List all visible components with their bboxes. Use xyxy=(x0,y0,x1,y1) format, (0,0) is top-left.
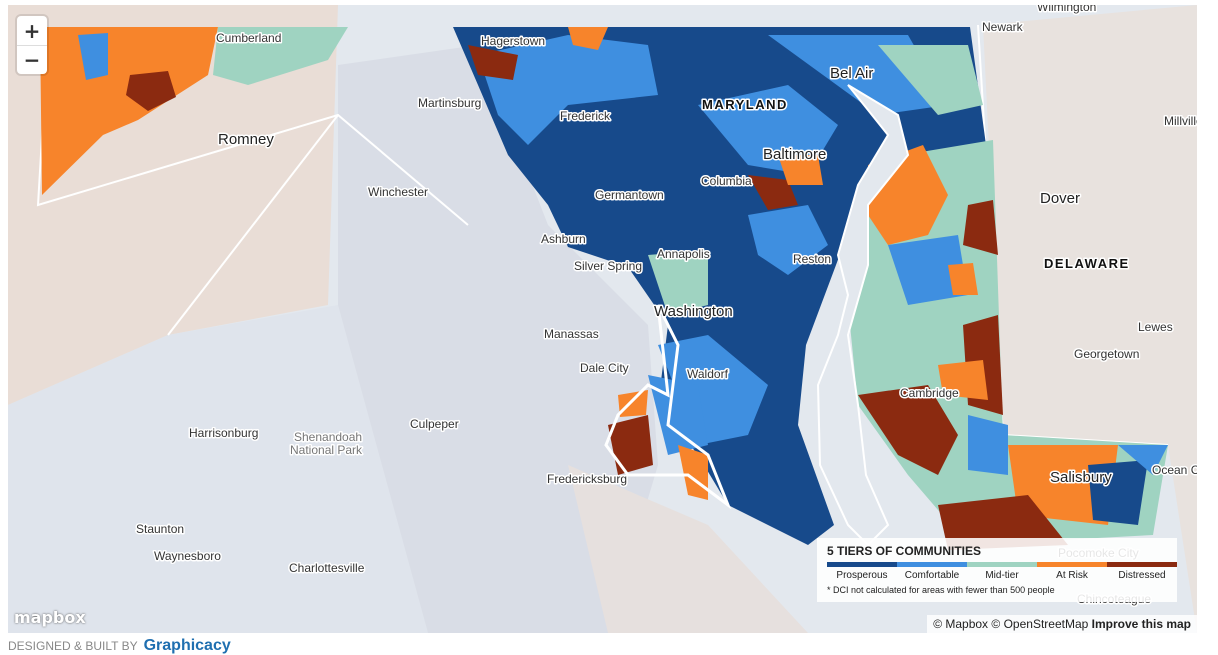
place-label: Bel Air xyxy=(830,65,873,82)
place-label: Newark xyxy=(982,20,1024,34)
place-label: Hagerstown xyxy=(481,34,545,48)
zoom-control: + − xyxy=(17,16,47,74)
place-label: Manassas xyxy=(544,327,599,341)
place-label: Romney xyxy=(218,131,274,148)
place-label: Culpeper xyxy=(410,417,459,431)
place-label: Fredericksburg xyxy=(547,472,627,486)
place-label: Dale City xyxy=(580,361,629,375)
place-label: MARYLAND xyxy=(702,97,788,112)
place-label: Reston xyxy=(793,252,831,266)
mapbox-logo[interactable]: mapbox xyxy=(14,608,86,627)
place-label: Winchester xyxy=(368,185,428,199)
improve-map-link[interactable]: Improve this map xyxy=(1091,617,1191,631)
place-label: Salisbury xyxy=(1050,469,1112,486)
attribution-mapbox[interactable]: © Mapbox xyxy=(933,617,989,631)
place-label: Martinsburg xyxy=(418,96,481,110)
place-label: Harrisonburg xyxy=(189,426,258,440)
place-label: Lewes xyxy=(1138,320,1173,334)
place-label: Cumberland xyxy=(216,31,281,45)
place-label: Dover xyxy=(1040,190,1080,207)
attribution: © Mapbox © OpenStreetMap Improve this ma… xyxy=(927,615,1197,633)
place-label: Germantown xyxy=(595,188,664,202)
zoom-out-button[interactable]: − xyxy=(17,45,47,74)
attribution-osm[interactable]: © OpenStreetMap xyxy=(991,617,1089,631)
footer-brand[interactable]: Graphicacy xyxy=(143,637,231,654)
place-label: Annapolis xyxy=(657,247,710,261)
place-label: Frederick xyxy=(560,109,611,123)
place-label: Cambridge xyxy=(900,386,959,400)
tier-areas xyxy=(40,27,1168,550)
legend-note: * DCI not calculated for areas with fewe… xyxy=(827,585,1055,595)
place-label: Millville xyxy=(1164,114,1197,128)
footer: DESIGNED & BUILT BY Graphicacy xyxy=(8,637,231,655)
legend-tier: Prosperous xyxy=(827,562,897,581)
map: Wilmington Newark Cumberland Hagerstown Bel … xyxy=(8,5,1197,633)
place-label: Waynesboro xyxy=(154,549,221,563)
place-label: Wilmington xyxy=(1037,5,1096,14)
place-label: Silver Spring xyxy=(574,259,642,273)
place-label: Charlottesville xyxy=(289,561,365,575)
place-label: Staunton xyxy=(136,522,184,536)
place-label: DELAWARE xyxy=(1044,256,1130,271)
legend-title: 5 TIERS OF COMMUNITIES xyxy=(827,544,982,558)
place-label: Ashburn xyxy=(541,232,586,246)
basemap xyxy=(8,5,1197,633)
zoom-in-button[interactable]: + xyxy=(17,16,47,45)
legend-tier: At Risk xyxy=(1037,562,1107,581)
legend-tiers: Prosperous Comfortable Mid-tier At Risk Dist… xyxy=(827,562,1177,581)
legend-tier: Mid-tier xyxy=(967,562,1037,581)
place-label: Shenandoah xyxy=(294,430,362,444)
place-label: Columbia xyxy=(701,174,752,188)
place-label: National Park xyxy=(290,443,363,457)
place-label: Waldorf xyxy=(687,367,729,381)
place-label: Baltimore xyxy=(763,146,826,163)
legend-tier: Comfortable xyxy=(897,562,967,581)
place-label: Ocean City xyxy=(1152,463,1197,477)
footer-credit: DESIGNED & BUILT BY xyxy=(8,639,138,653)
legend-tier: Distressed xyxy=(1107,562,1177,581)
place-label: Georgetown xyxy=(1074,347,1139,361)
legend: 5 TIERS OF COMMUNITIES Prosperous Comfort… xyxy=(817,538,1177,602)
place-label: Washington xyxy=(654,303,733,320)
